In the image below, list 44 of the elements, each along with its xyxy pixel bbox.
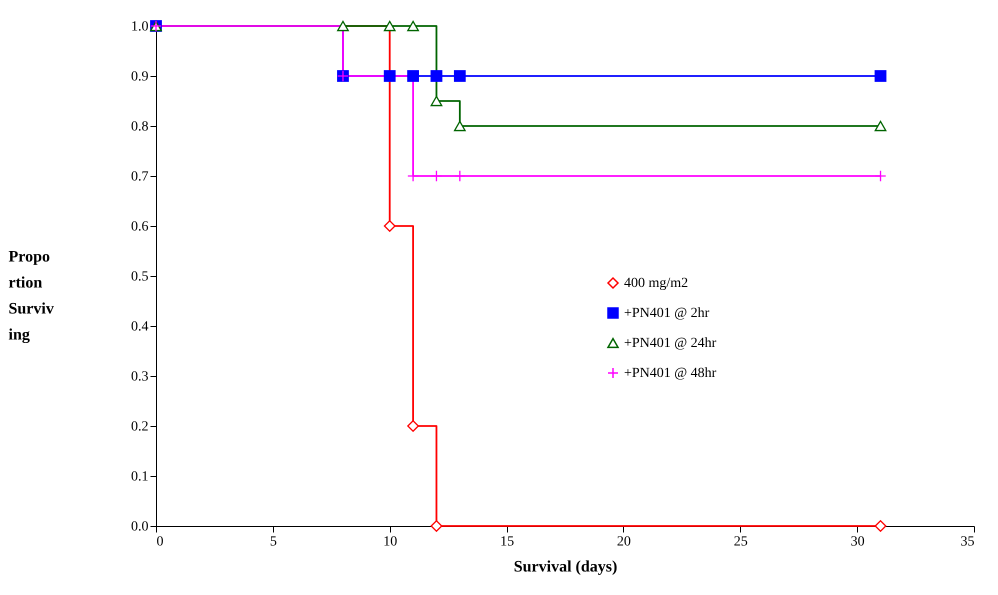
y-tick-label: 1.0 bbox=[131, 20, 148, 34]
point bbox=[454, 120, 466, 132]
point bbox=[407, 70, 419, 82]
y-tick-label: 0.6 bbox=[131, 220, 148, 234]
point bbox=[430, 520, 442, 532]
y-tick-label: 0.5 bbox=[131, 270, 148, 284]
legend-label: 400 mg/m2 bbox=[624, 276, 688, 291]
y-tick-label: 0.4 bbox=[131, 320, 148, 334]
x-tick-label: 15 bbox=[500, 534, 514, 550]
point bbox=[430, 70, 442, 82]
y-tick-label: 0.0 bbox=[131, 520, 148, 534]
point bbox=[384, 20, 396, 32]
point bbox=[337, 20, 349, 32]
y-tick-label: 0.7 bbox=[131, 170, 148, 184]
x-tick-label: 10 bbox=[383, 534, 398, 550]
x-tick-label: 35 bbox=[960, 534, 974, 550]
y-axis-title: Propo rtion Surviv ing bbox=[8, 248, 54, 344]
point bbox=[454, 170, 466, 182]
x-tick-label: 25 bbox=[734, 534, 748, 550]
y-tick-label: 0.9 bbox=[131, 70, 148, 84]
y-tick-label: 0.2 bbox=[131, 420, 148, 434]
point bbox=[430, 96, 442, 106]
y-tick-label: 0.1 bbox=[131, 470, 148, 484]
point bbox=[407, 20, 419, 32]
x-tick-label: 20 bbox=[616, 534, 631, 550]
legend-label: +PN401 @ 2hr bbox=[624, 306, 710, 321]
x-tick-label: 0 bbox=[156, 534, 164, 550]
y-tick-label: 0.8 bbox=[131, 120, 148, 134]
point bbox=[407, 420, 419, 432]
x-axis-title: Survival (days) bbox=[514, 558, 618, 576]
point bbox=[384, 70, 396, 82]
point bbox=[430, 170, 442, 182]
legend-label: +PN401 @ 24hr bbox=[624, 336, 717, 351]
legend-label: +PN401 @ 48hr bbox=[624, 366, 717, 381]
point bbox=[384, 220, 396, 232]
point bbox=[874, 120, 886, 132]
x-tick-label: 5 bbox=[270, 534, 277, 550]
point bbox=[874, 70, 886, 82]
x-tick-label: 30 bbox=[850, 534, 865, 550]
point bbox=[874, 170, 886, 182]
point bbox=[874, 520, 886, 532]
point bbox=[454, 70, 466, 82]
y-tick-label: 0.3 bbox=[131, 370, 148, 384]
point bbox=[407, 170, 419, 182]
